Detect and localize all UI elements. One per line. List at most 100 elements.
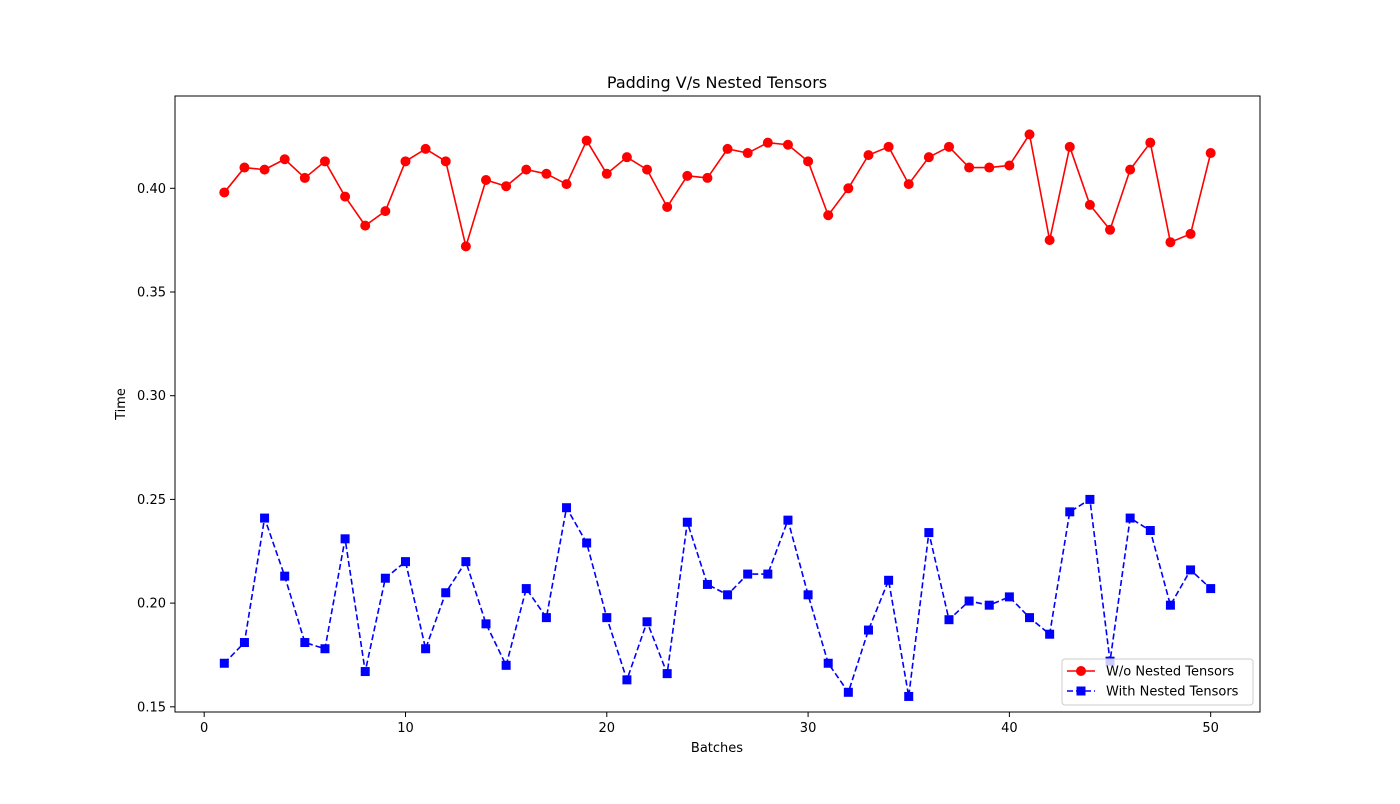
x-tick-label: 20 (599, 721, 616, 736)
data-point (843, 183, 854, 194)
data-point (501, 660, 511, 670)
data-point (300, 638, 310, 648)
data-point (904, 691, 914, 701)
data-point (803, 590, 813, 600)
data-point (823, 658, 833, 668)
x-tick-label: 10 (397, 721, 414, 736)
data-point (943, 141, 954, 152)
data-point (903, 179, 914, 190)
data-point (400, 156, 411, 167)
data-point (1165, 237, 1176, 248)
data-point (1145, 526, 1155, 536)
data-point (521, 584, 531, 594)
legend-label: With Nested Tensors (1106, 685, 1239, 700)
data-point (279, 154, 290, 165)
data-point (662, 201, 673, 212)
data-point (823, 210, 834, 221)
data-point (984, 162, 995, 173)
data-point (662, 669, 672, 679)
data-point (782, 139, 793, 150)
data-point (743, 569, 753, 579)
data-point (762, 137, 773, 148)
data-point (562, 503, 572, 513)
data-point (521, 164, 532, 175)
y-axis-label: Time (114, 388, 129, 421)
data-point (280, 571, 290, 581)
data-point (1125, 513, 1135, 523)
data-point (1065, 507, 1075, 517)
plot-area-frame (174, 95, 1261, 713)
y-tick-label: 0.15 (137, 700, 166, 715)
data-point (1024, 129, 1035, 140)
data-point (239, 638, 249, 648)
data-point (260, 513, 270, 523)
x-axis-label: Batches (691, 741, 743, 756)
data-point (340, 534, 350, 544)
data-point (340, 191, 351, 202)
data-point (1064, 141, 1075, 152)
x-tick-label: 30 (800, 721, 817, 736)
series-line (223, 133, 1212, 248)
data-point (1004, 160, 1015, 171)
series-layer (219, 129, 1216, 701)
data-point (1165, 600, 1175, 610)
data-point (682, 170, 693, 181)
data-point (360, 667, 370, 677)
data-point (843, 687, 853, 697)
data-point (601, 168, 612, 179)
data-point (581, 135, 592, 146)
data-point (1085, 494, 1095, 504)
data-point (440, 156, 451, 167)
y-axis: 0.15 0.20 0.25 0.30 0.35 0.40 (137, 182, 175, 715)
data-point (783, 515, 793, 525)
legend: W/o Nested Tensors With Nested Tensors (1061, 658, 1254, 706)
data-point (1186, 565, 1196, 575)
data-point (1025, 613, 1035, 623)
data-point (400, 557, 410, 567)
data-point (642, 164, 653, 175)
data-point (219, 658, 229, 668)
data-point (460, 241, 471, 252)
data-point (501, 181, 512, 192)
y-tick-label: 0.35 (137, 286, 166, 301)
legend-marker (1076, 666, 1086, 676)
data-point (884, 575, 894, 585)
x-axis: 0 10 20 30 40 50 (200, 712, 1219, 736)
legend-box (1061, 658, 1254, 706)
data-point (763, 569, 773, 579)
data-point (481, 619, 491, 629)
data-point (360, 220, 371, 231)
data-point (420, 143, 431, 154)
data-point (319, 156, 330, 167)
y-tick-label: 0.30 (137, 389, 166, 404)
data-point (299, 172, 310, 183)
data-point (863, 625, 873, 635)
data-point (380, 206, 391, 217)
data-point (239, 162, 250, 173)
data-point (642, 617, 652, 627)
data-point (723, 590, 733, 600)
data-point (320, 644, 330, 654)
data-point (421, 644, 431, 654)
data-point (702, 579, 712, 589)
data-point (541, 168, 552, 179)
data-point (1105, 224, 1116, 235)
data-point (561, 179, 572, 190)
x-tick-label: 40 (1001, 721, 1018, 736)
data-point (219, 187, 230, 198)
data-point (1145, 137, 1156, 148)
data-point (924, 528, 934, 538)
series-1 (219, 129, 1216, 252)
data-point (923, 152, 934, 163)
x-tick-label: 0 (200, 721, 208, 736)
data-point (722, 143, 733, 154)
data-point (1206, 584, 1216, 594)
data-point (621, 152, 632, 163)
data-point (944, 615, 954, 625)
legend-label: W/o Nested Tensors (1106, 665, 1234, 680)
data-point (1045, 629, 1055, 639)
data-point (582, 538, 592, 548)
y-tick-label: 0.25 (137, 493, 166, 508)
data-point (742, 148, 753, 159)
